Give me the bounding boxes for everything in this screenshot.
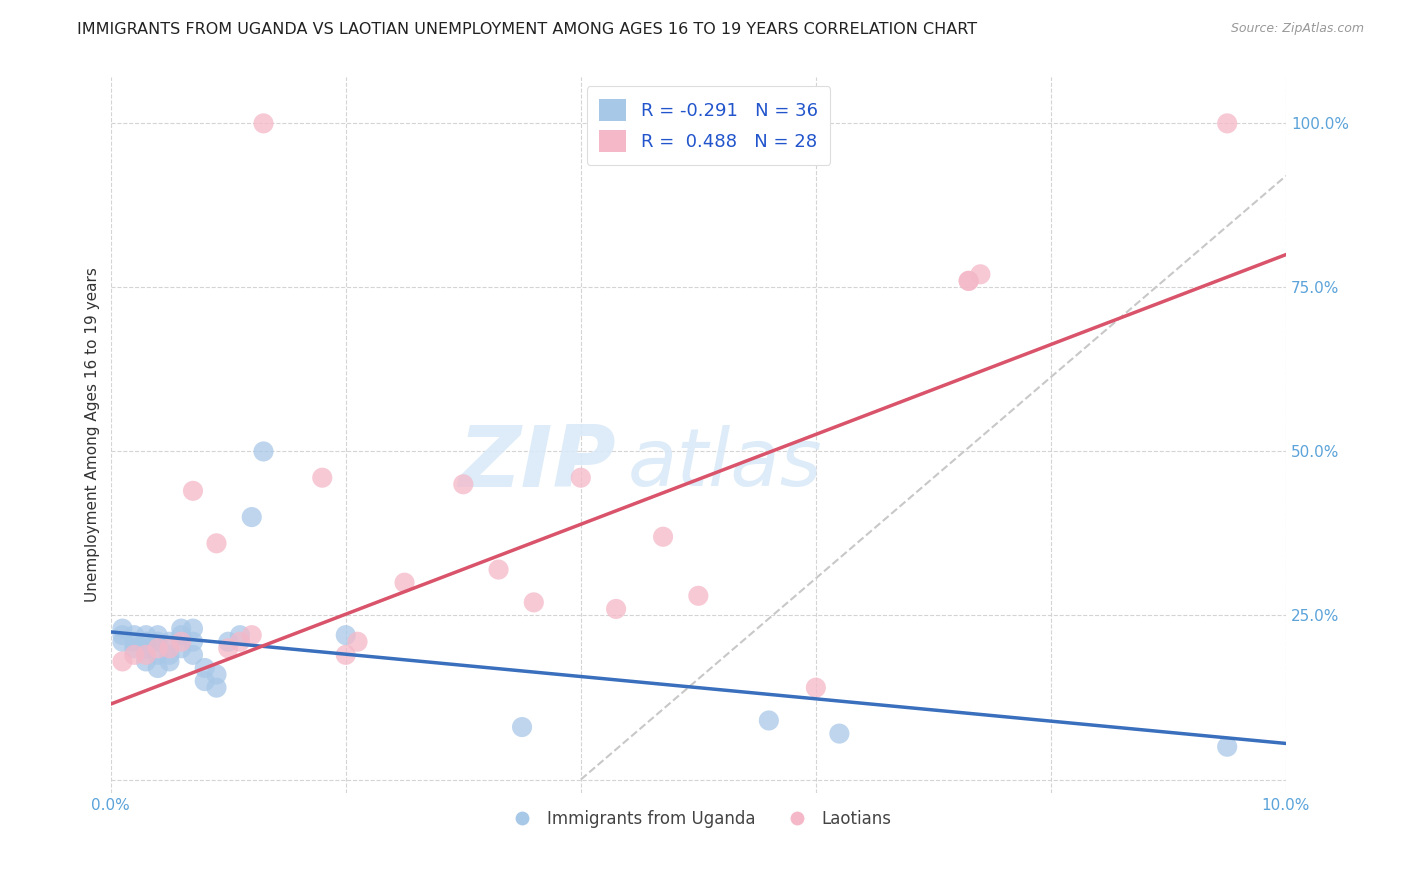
Point [170, 622, 193, 636]
Point [335, 648, 357, 662]
Point [146, 661, 169, 675]
Point [205, 667, 228, 681]
Y-axis label: Unemployment Among Ages 16 to 19 years: Unemployment Among Ages 16 to 19 years [86, 268, 100, 602]
Point [488, 563, 510, 577]
Point [170, 641, 193, 656]
Point [170, 634, 193, 648]
Point [146, 648, 169, 662]
Point [181, 634, 204, 648]
Point [828, 726, 851, 740]
Legend: Immigrants from Uganda, Laotians: Immigrants from Uganda, Laotians [498, 803, 898, 834]
Point [181, 648, 204, 662]
Point [194, 661, 217, 675]
Point [111, 628, 134, 642]
Point [111, 622, 134, 636]
Point [111, 634, 134, 648]
Point [1216, 739, 1239, 754]
Point [159, 655, 181, 669]
Point [135, 641, 157, 656]
Point [170, 628, 193, 642]
Point [194, 674, 217, 689]
Point [957, 274, 980, 288]
Point [569, 471, 592, 485]
Point [146, 634, 169, 648]
Point [135, 655, 157, 669]
Point [122, 628, 145, 642]
Point [957, 274, 980, 288]
Point [135, 634, 157, 648]
Point [240, 628, 263, 642]
Point [311, 471, 333, 485]
Point [688, 589, 710, 603]
Point [122, 641, 145, 656]
Point [135, 648, 157, 662]
Text: ZIP: ZIP [458, 422, 616, 505]
Point [229, 628, 252, 642]
Point [159, 648, 181, 662]
Point [240, 510, 263, 524]
Text: Source: ZipAtlas.com: Source: ZipAtlas.com [1230, 22, 1364, 36]
Point [217, 634, 239, 648]
Point [510, 720, 533, 734]
Point [969, 267, 991, 281]
Point [652, 530, 675, 544]
Point [135, 628, 157, 642]
Point [346, 634, 368, 648]
Point [181, 483, 204, 498]
Point [252, 444, 274, 458]
Point [217, 641, 239, 656]
Point [205, 681, 228, 695]
Point [205, 536, 228, 550]
Text: IMMIGRANTS FROM UGANDA VS LAOTIAN UNEMPLOYMENT AMONG AGES 16 TO 19 YEARS CORRELA: IMMIGRANTS FROM UGANDA VS LAOTIAN UNEMPL… [77, 22, 977, 37]
Point [181, 622, 204, 636]
Point [122, 648, 145, 662]
Point [229, 634, 252, 648]
Point [111, 655, 134, 669]
Point [252, 116, 274, 130]
Point [159, 641, 181, 656]
Point [122, 634, 145, 648]
Point [605, 602, 627, 616]
Point [804, 681, 827, 695]
Point [1216, 116, 1239, 130]
Point [146, 628, 169, 642]
Point [523, 595, 546, 609]
Point [394, 575, 416, 590]
Point [453, 477, 475, 491]
Point [159, 634, 181, 648]
Point [758, 714, 780, 728]
Text: atlas: atlas [628, 425, 823, 503]
Point [335, 628, 357, 642]
Point [146, 641, 169, 656]
